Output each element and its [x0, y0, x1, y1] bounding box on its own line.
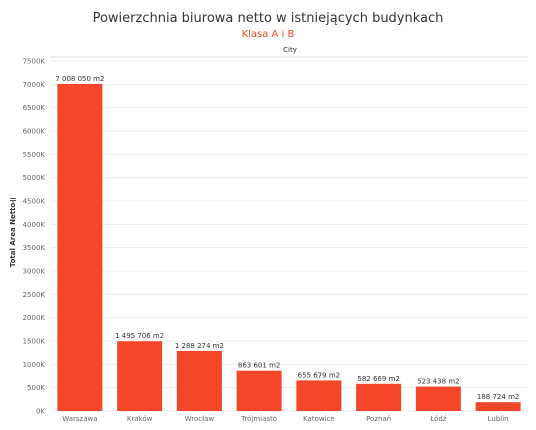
bar[interactable] [475, 402, 521, 411]
y-tick-label: 1000K [23, 361, 46, 369]
bar[interactable] [57, 83, 103, 411]
x-tick-label: Lublin [488, 415, 509, 423]
y-tick-label: 3000K [23, 268, 46, 276]
filter-icon[interactable] [10, 198, 16, 204]
y-tick-label: 5500K [23, 151, 46, 159]
y-tick-label: 500K [27, 384, 45, 392]
data-label: 7 008 050 m2 [55, 75, 104, 83]
y-tick-label: 6500K [23, 104, 46, 112]
x-tick-label: Łódź [429, 415, 447, 423]
data-label: 863 601 m2 [238, 362, 280, 370]
gridlines [50, 60, 528, 412]
x-tick-label: Poznań [366, 415, 391, 423]
data-label: 188 724 m2 [477, 393, 519, 401]
x-tick-label: Warszawa [62, 415, 97, 423]
bars: 7 008 050 m2 1 495 706 m2 1 288 274 m2 863 … [55, 75, 521, 411]
x-axis: Warszawa Kraków Wrocław Trójmiasto Katowice P… [62, 415, 508, 423]
data-label: 523 438 m2 [417, 378, 459, 386]
x-tick-label: Katowice [303, 415, 335, 423]
bar[interactable] [176, 350, 222, 411]
chart-title: Powierzchnia biurowa netto w istniejącyc… [93, 11, 444, 26]
bar[interactable] [356, 383, 402, 411]
data-label: 655 679 m2 [298, 371, 340, 379]
x-tick-label: Kraków [127, 415, 153, 423]
data-label: 1 495 706 m2 [115, 332, 164, 340]
y-tick-label: 4000K [23, 221, 46, 229]
data-label: 1 288 274 m2 [175, 342, 224, 350]
chart-subtitle: Klasa A i B [242, 29, 295, 40]
y-tick-label: 3500K [23, 244, 46, 252]
y-tick-label: 7500K [23, 58, 46, 66]
y-tick-label: 6000K [23, 128, 46, 136]
y-axis-label: Total Area Netto [9, 203, 17, 268]
y-axis: 0K 500K 1000K 1500K 2000K 2500K 3000K 3500K 4000… [23, 58, 46, 416]
y-tick-label: 7000K [23, 81, 46, 89]
y-tick-label: 2000K [23, 314, 46, 322]
y-tick-label: 1500K [23, 338, 46, 346]
bar[interactable] [296, 380, 342, 411]
x-tick-label: Wrocław [185, 415, 215, 423]
bar[interactable] [415, 386, 461, 411]
y-tick-label: 5000K [23, 174, 46, 182]
y-tick-label: 2500K [23, 291, 46, 299]
y-tick-label: 4500K [23, 198, 46, 206]
y-tick-label: 0K [36, 408, 45, 416]
x-tick-label: Trójmiasto [240, 415, 277, 423]
column-header: City [283, 46, 297, 54]
data-label: 582 669 m2 [357, 375, 399, 383]
bar[interactable] [117, 341, 163, 411]
bar[interactable] [236, 370, 282, 411]
